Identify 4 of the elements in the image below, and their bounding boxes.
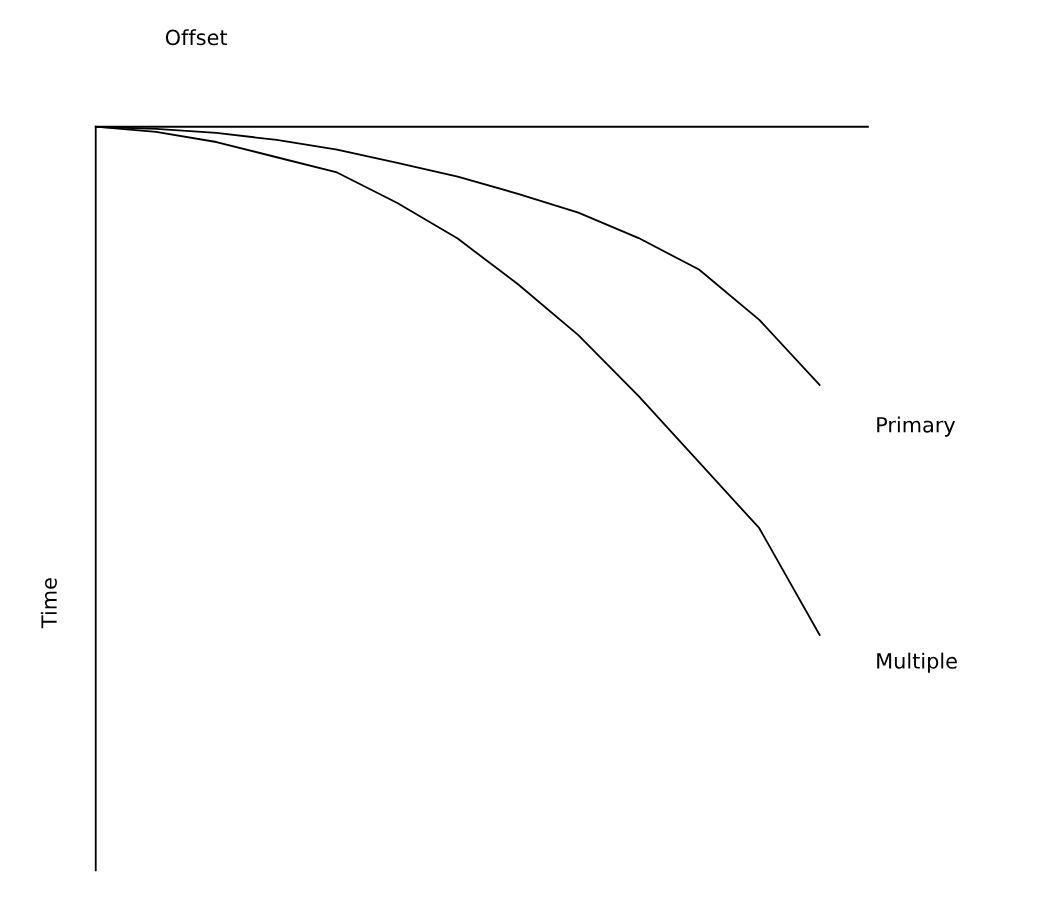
text: Multiple bbox=[877, 652, 957, 673]
x-axis-title: Offset bbox=[165, 29, 228, 46]
y-axis-title: Time bbox=[40, 578, 57, 629]
text: Primary bbox=[877, 416, 956, 437]
